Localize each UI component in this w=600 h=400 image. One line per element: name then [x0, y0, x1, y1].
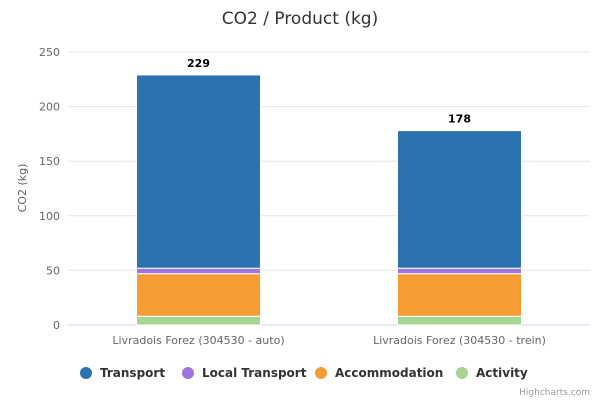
y-tick-label: 50	[46, 264, 60, 277]
legend-label: Local Transport	[202, 366, 307, 380]
legend-item-accommodation[interactable]: Accommodation	[315, 366, 443, 380]
y-axis-title: CO2 (kg)	[16, 164, 29, 213]
x-category-label: Livradois Forez (304530 - trein)	[373, 334, 546, 347]
bar-segment-activity[interactable]	[397, 315, 522, 326]
x-category-label: Livradois Forez (304530 - auto)	[112, 334, 284, 347]
bar-segment-accommodation[interactable]	[136, 273, 261, 317]
credits-link[interactable]: Highcharts.com	[519, 388, 590, 398]
bar-segment-transport[interactable]	[397, 130, 522, 269]
bar-segment-local-transport[interactable]	[397, 267, 522, 275]
legend-item-local-transport[interactable]: Local Transport	[182, 366, 307, 380]
y-tick-label: 0	[53, 319, 60, 332]
legend-marker-icon	[456, 367, 468, 379]
chart-title: CO2 / Product (kg)	[222, 9, 378, 29]
bars-layer	[136, 74, 522, 326]
bar-segment-accommodation[interactable]	[397, 273, 522, 317]
y-tick-label: 200	[39, 101, 60, 114]
bar-total-label: 178	[448, 113, 471, 126]
legend-label: Accommodation	[335, 366, 443, 380]
y-tick-label: 150	[39, 155, 60, 168]
y-tick-label: 100	[39, 210, 60, 223]
legend-marker-icon	[80, 367, 92, 379]
legend-label: Activity	[476, 366, 528, 380]
legend-marker-icon	[315, 367, 327, 379]
legend-item-transport[interactable]: Transport	[80, 366, 165, 380]
y-tick-label: 250	[39, 46, 60, 59]
legend-label: Transport	[100, 366, 165, 380]
legend-marker-icon	[182, 367, 194, 379]
legend-item-activity[interactable]: Activity	[456, 366, 528, 380]
bar-total-label: 229	[187, 57, 210, 70]
legend: Transport Local Transport Accommodation Act…	[80, 366, 528, 380]
bar-segment-local-transport[interactable]	[136, 267, 261, 275]
bar-segment-activity[interactable]	[136, 315, 261, 326]
bar-segment-transport[interactable]	[136, 74, 261, 269]
labels-layer: 229 Livradois Forez (304530 - auto) 178 Liv…	[112, 57, 546, 347]
